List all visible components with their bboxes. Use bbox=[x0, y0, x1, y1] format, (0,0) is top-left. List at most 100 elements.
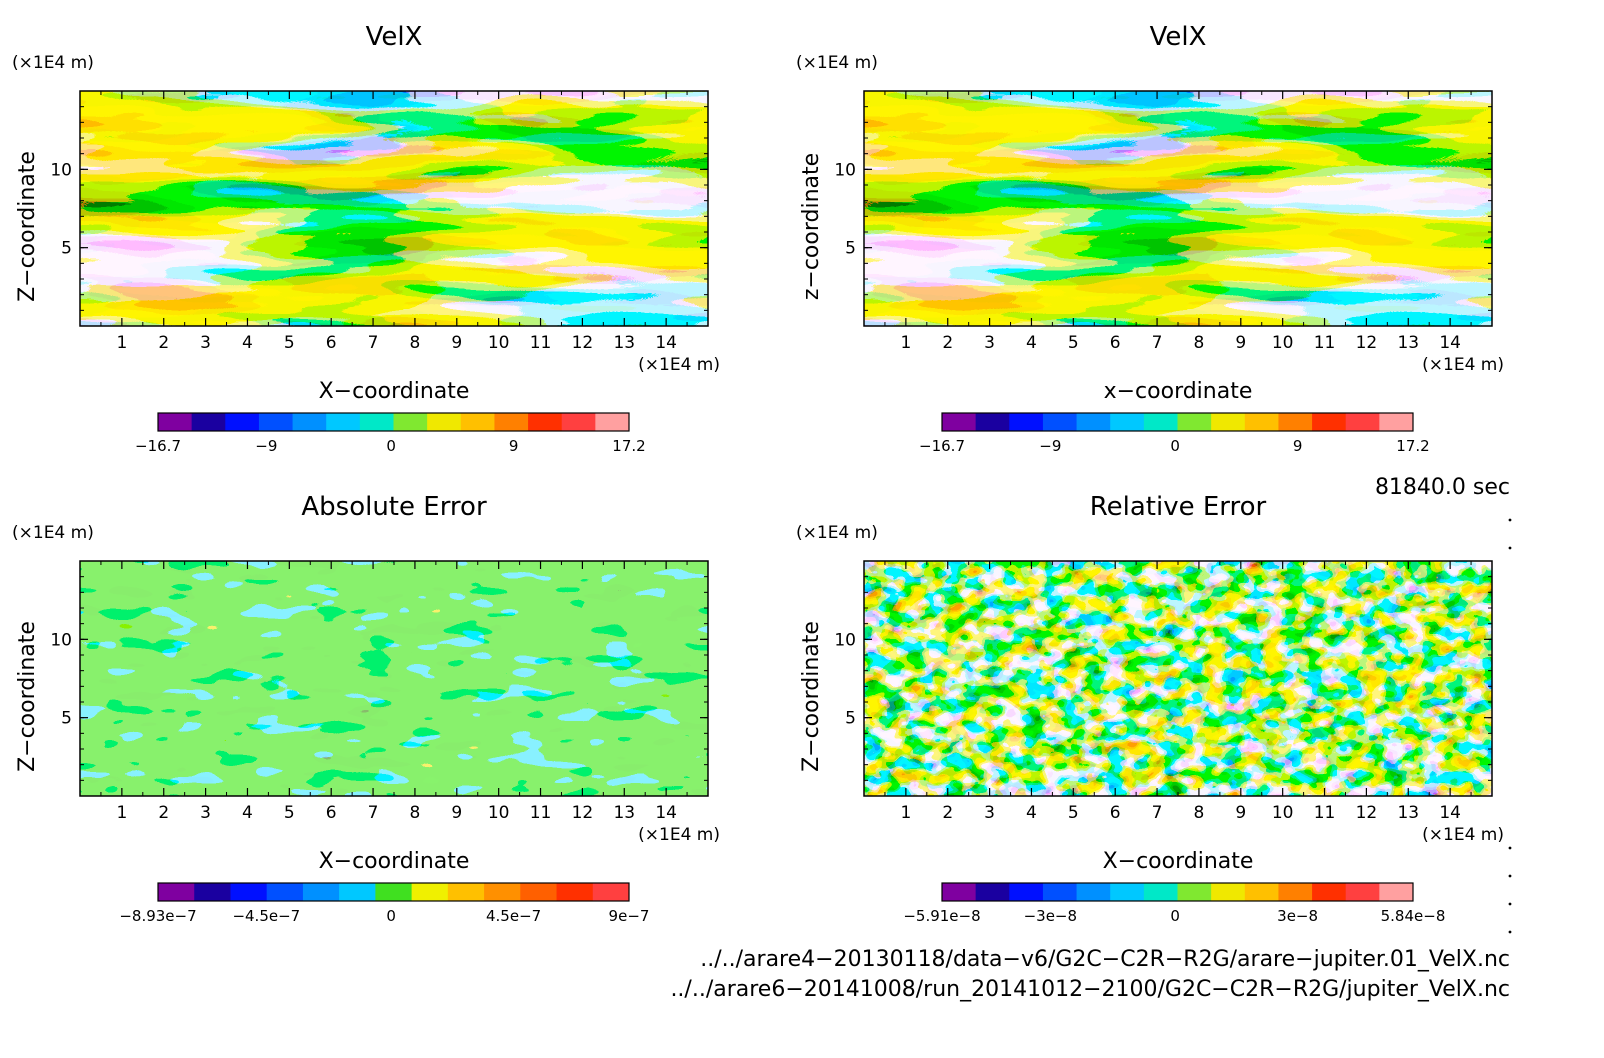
x-tick-label: 5 bbox=[1068, 333, 1079, 353]
colorbar-label: −8.93e−7 bbox=[119, 907, 196, 925]
y-axis-label: Z−coordinate bbox=[15, 151, 40, 302]
x-tick-label: 9 bbox=[451, 803, 462, 823]
colorbar-swatch bbox=[1211, 883, 1246, 901]
colorbar-swatch bbox=[1110, 883, 1145, 901]
colorbar-swatch bbox=[975, 883, 1010, 901]
colorbar-swatch bbox=[1211, 413, 1246, 431]
x-tick-label: 12 bbox=[1356, 803, 1378, 823]
x-tick-label: 1 bbox=[116, 333, 127, 353]
colorbar-swatch bbox=[1278, 883, 1313, 901]
x-tick-label: 4 bbox=[242, 333, 253, 353]
colorbar-swatch bbox=[595, 413, 630, 431]
x-tick-label: 7 bbox=[368, 333, 379, 353]
x-tick-label: 4 bbox=[242, 803, 253, 823]
colorbar-label: 17.2 bbox=[612, 437, 645, 455]
x-tick-label: 13 bbox=[1397, 333, 1419, 353]
colorbar-swatch bbox=[1177, 883, 1212, 901]
colorbar-swatch bbox=[1345, 883, 1380, 901]
colorbar-swatch bbox=[194, 883, 231, 901]
colorbar-swatch bbox=[258, 413, 294, 431]
x-tick-label: 13 bbox=[613, 333, 635, 353]
colorbar-swatch bbox=[447, 883, 485, 901]
y-unit-label: (×1E4 m) bbox=[12, 523, 94, 543]
colorbar-label: −3e−8 bbox=[1024, 907, 1077, 925]
y-tick-label: 10 bbox=[50, 160, 72, 180]
colorbar-swatch bbox=[1042, 883, 1078, 901]
x-tick-label: 14 bbox=[1439, 333, 1461, 353]
colorbar-swatch bbox=[230, 883, 268, 901]
colorbar-label: −16.7 bbox=[919, 437, 965, 455]
x-tick-label: 10 bbox=[1272, 333, 1294, 353]
colorbar-swatch bbox=[393, 413, 428, 431]
file-path-1: ../../arare4−20130118/data−v6/G2C−C2R−R2… bbox=[700, 947, 1510, 972]
x-axis-label: X−coordinate bbox=[1103, 849, 1254, 874]
colorbar-swatch bbox=[1312, 883, 1347, 901]
colorbar-swatch bbox=[1143, 883, 1178, 901]
x-tick-label: 9 bbox=[451, 333, 462, 353]
margin-dot bbox=[1508, 874, 1512, 878]
x-tick-label: 8 bbox=[1194, 333, 1205, 353]
colorbar-swatch bbox=[1076, 413, 1111, 431]
x-tick-label: 5 bbox=[284, 803, 295, 823]
y-axis-label: Z−coordinate bbox=[15, 621, 40, 772]
panel-4: Relative Error(×1E4 m)1 2 3 4 5 6 7 8 9 10 11 12 13 1… bbox=[796, 492, 1504, 925]
x-unit-label: (×1E4 m) bbox=[638, 355, 720, 375]
colorbar-frame bbox=[941, 882, 1414, 902]
colorbar-swatch bbox=[1177, 413, 1212, 431]
x-tick-label: 2 bbox=[158, 803, 169, 823]
y-tick-label: 5 bbox=[61, 709, 72, 729]
colorbar-swatch bbox=[1244, 883, 1279, 901]
colorbar-swatch bbox=[494, 413, 529, 431]
x-axis-label: X−coordinate bbox=[319, 379, 470, 404]
colorbar-swatch bbox=[326, 413, 361, 431]
x-tick-label: 9 bbox=[1235, 333, 1246, 353]
colorbar-swatch bbox=[339, 883, 376, 901]
y-tick-label: 5 bbox=[61, 239, 72, 259]
colorbar-swatch bbox=[1278, 413, 1313, 431]
colorbar-swatch bbox=[225, 413, 260, 431]
x-tick-label: 14 bbox=[655, 803, 677, 823]
x-tick-label: 10 bbox=[488, 803, 510, 823]
colorbar-label: 17.2 bbox=[1396, 437, 1429, 455]
colorbar-swatch bbox=[1009, 883, 1044, 901]
x-tick-label: 3 bbox=[200, 333, 211, 353]
y-tick-label: 5 bbox=[845, 239, 856, 259]
colorbar-swatch bbox=[1244, 413, 1279, 431]
colorbar-swatch bbox=[561, 413, 596, 431]
colorbar-swatch bbox=[1042, 413, 1078, 431]
margin-dot bbox=[1508, 902, 1512, 906]
x-tick-label: 6 bbox=[326, 803, 337, 823]
colorbar-swatch bbox=[359, 413, 394, 431]
x-tick-label: 6 bbox=[1110, 333, 1121, 353]
x-tick-label: 2 bbox=[942, 803, 953, 823]
panel-title: Absolute Error bbox=[301, 492, 487, 522]
colorbar-swatch bbox=[975, 413, 1010, 431]
x-tick-label: 4 bbox=[1026, 333, 1037, 353]
colorbar-swatch bbox=[556, 883, 594, 901]
x-axis-label: X−coordinate bbox=[319, 849, 470, 874]
colorbar-frame bbox=[157, 882, 630, 902]
x-tick-label: 12 bbox=[572, 333, 594, 353]
x-tick-label: 7 bbox=[368, 803, 379, 823]
y-axis-label: Z−coordinate bbox=[799, 621, 824, 772]
colorbar-swatch bbox=[1143, 413, 1178, 431]
x-unit-label: (×1E4 m) bbox=[1422, 825, 1504, 845]
colorbar-swatch bbox=[302, 883, 340, 901]
colorbar-frame bbox=[941, 412, 1414, 432]
colorbar-label: 5.84e−8 bbox=[1381, 907, 1446, 925]
x-tick-label: 1 bbox=[900, 803, 911, 823]
x-tick-label: 8 bbox=[410, 803, 421, 823]
colorbar-label: 9e−7 bbox=[609, 907, 650, 925]
x-tick-label: 10 bbox=[1272, 803, 1294, 823]
contour-field bbox=[80, 91, 708, 326]
colorbar-swatch bbox=[1312, 413, 1347, 431]
colorbar-swatch bbox=[942, 883, 977, 901]
contour-field bbox=[864, 91, 1492, 326]
x-tick-label: 12 bbox=[572, 803, 594, 823]
x-tick-label: 9 bbox=[1235, 803, 1246, 823]
y-tick-label: 10 bbox=[50, 630, 72, 650]
colorbar-label: 4.5e−7 bbox=[486, 907, 541, 925]
colorbar-swatch bbox=[292, 413, 327, 431]
colorbar-frame bbox=[157, 412, 630, 432]
